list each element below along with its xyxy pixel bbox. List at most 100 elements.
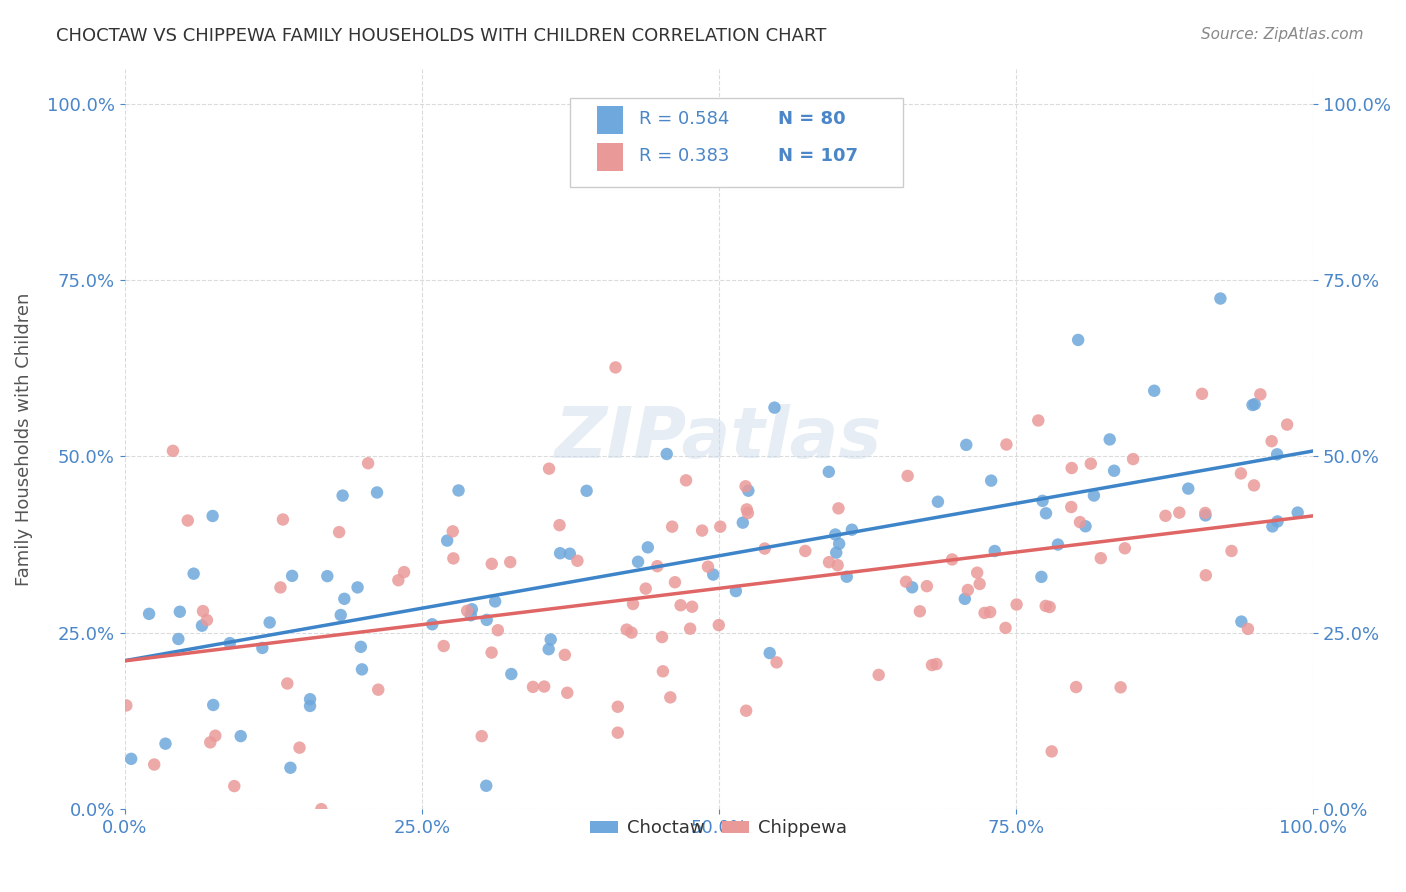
Point [1109, 681, 1132, 695]
Point [252, 640, 274, 655]
Point [1060, 500, 1083, 514]
Point [634, 582, 657, 596]
Point [1154, 508, 1177, 523]
Point [737, 506, 759, 520]
Point [697, 559, 720, 574]
Point [1032, 493, 1054, 508]
Point [645, 559, 668, 574]
Text: R = 0.383: R = 0.383 [640, 147, 730, 165]
Point [1261, 519, 1284, 533]
Point [558, 547, 581, 561]
Point [367, 682, 389, 697]
Point [554, 648, 576, 662]
Point [276, 676, 298, 690]
Point [953, 591, 976, 606]
Point [605, 360, 627, 375]
Point [456, 604, 478, 618]
Point [894, 574, 917, 589]
Point [575, 483, 598, 498]
Point [1040, 744, 1063, 758]
Point [155, 737, 177, 751]
Point [420, 617, 443, 632]
Point [651, 630, 673, 644]
Point [183, 566, 205, 581]
Point [540, 632, 562, 647]
Point [824, 527, 846, 541]
Point [1265, 447, 1288, 461]
Point [1080, 457, 1102, 471]
Point [567, 554, 589, 568]
Point [941, 552, 963, 566]
Point [481, 557, 503, 571]
Point [627, 555, 650, 569]
Point [827, 558, 849, 573]
Point [299, 692, 322, 706]
Point [709, 519, 731, 533]
Point [681, 599, 703, 614]
Point [200, 735, 222, 749]
Point [177, 514, 200, 528]
Point [828, 537, 851, 551]
Point [332, 489, 354, 503]
Point [201, 508, 224, 523]
Point [1195, 568, 1218, 582]
Point [921, 658, 943, 673]
Point [731, 516, 754, 530]
Point [138, 607, 160, 621]
Point [311, 802, 333, 816]
Point [1260, 434, 1282, 449]
Point [620, 625, 643, 640]
Point [1046, 537, 1069, 551]
Point [280, 761, 302, 775]
Point [115, 698, 138, 713]
Point [679, 622, 702, 636]
Point [1243, 397, 1265, 411]
Point [1090, 551, 1112, 566]
Point [281, 569, 304, 583]
Point [167, 632, 190, 646]
Point [191, 604, 214, 618]
Point [143, 757, 166, 772]
Point [1275, 417, 1298, 432]
Point [606, 699, 628, 714]
Point [475, 613, 498, 627]
Point [1122, 452, 1144, 467]
Point [486, 624, 509, 638]
Point [288, 740, 311, 755]
Point [1083, 489, 1105, 503]
Point [651, 665, 673, 679]
Point [441, 551, 464, 566]
Point [1035, 506, 1057, 520]
Point [1286, 506, 1309, 520]
Point [1064, 680, 1087, 694]
Point [979, 605, 1001, 619]
Point [350, 640, 373, 654]
Point [868, 668, 890, 682]
Text: R = 0.584: R = 0.584 [640, 110, 730, 128]
Point [980, 474, 1002, 488]
Point [387, 573, 409, 587]
Point [350, 662, 373, 676]
Point [1035, 599, 1057, 613]
Point [955, 438, 977, 452]
Point [1074, 519, 1097, 533]
Point [1031, 570, 1053, 584]
Point [1039, 600, 1062, 615]
Point [1143, 384, 1166, 398]
Point [1005, 598, 1028, 612]
Point [271, 512, 294, 526]
Point [461, 602, 484, 616]
Point [690, 524, 713, 538]
Point [835, 570, 858, 584]
Point [754, 541, 776, 556]
Point [908, 604, 931, 618]
Point [1060, 461, 1083, 475]
Text: Source: ZipAtlas.com: Source: ZipAtlas.com [1201, 27, 1364, 42]
Point [357, 456, 380, 470]
Point [901, 580, 924, 594]
Point [1209, 292, 1232, 306]
Point [669, 599, 692, 613]
Point [392, 565, 415, 579]
Point [659, 690, 682, 705]
Point [925, 657, 948, 671]
